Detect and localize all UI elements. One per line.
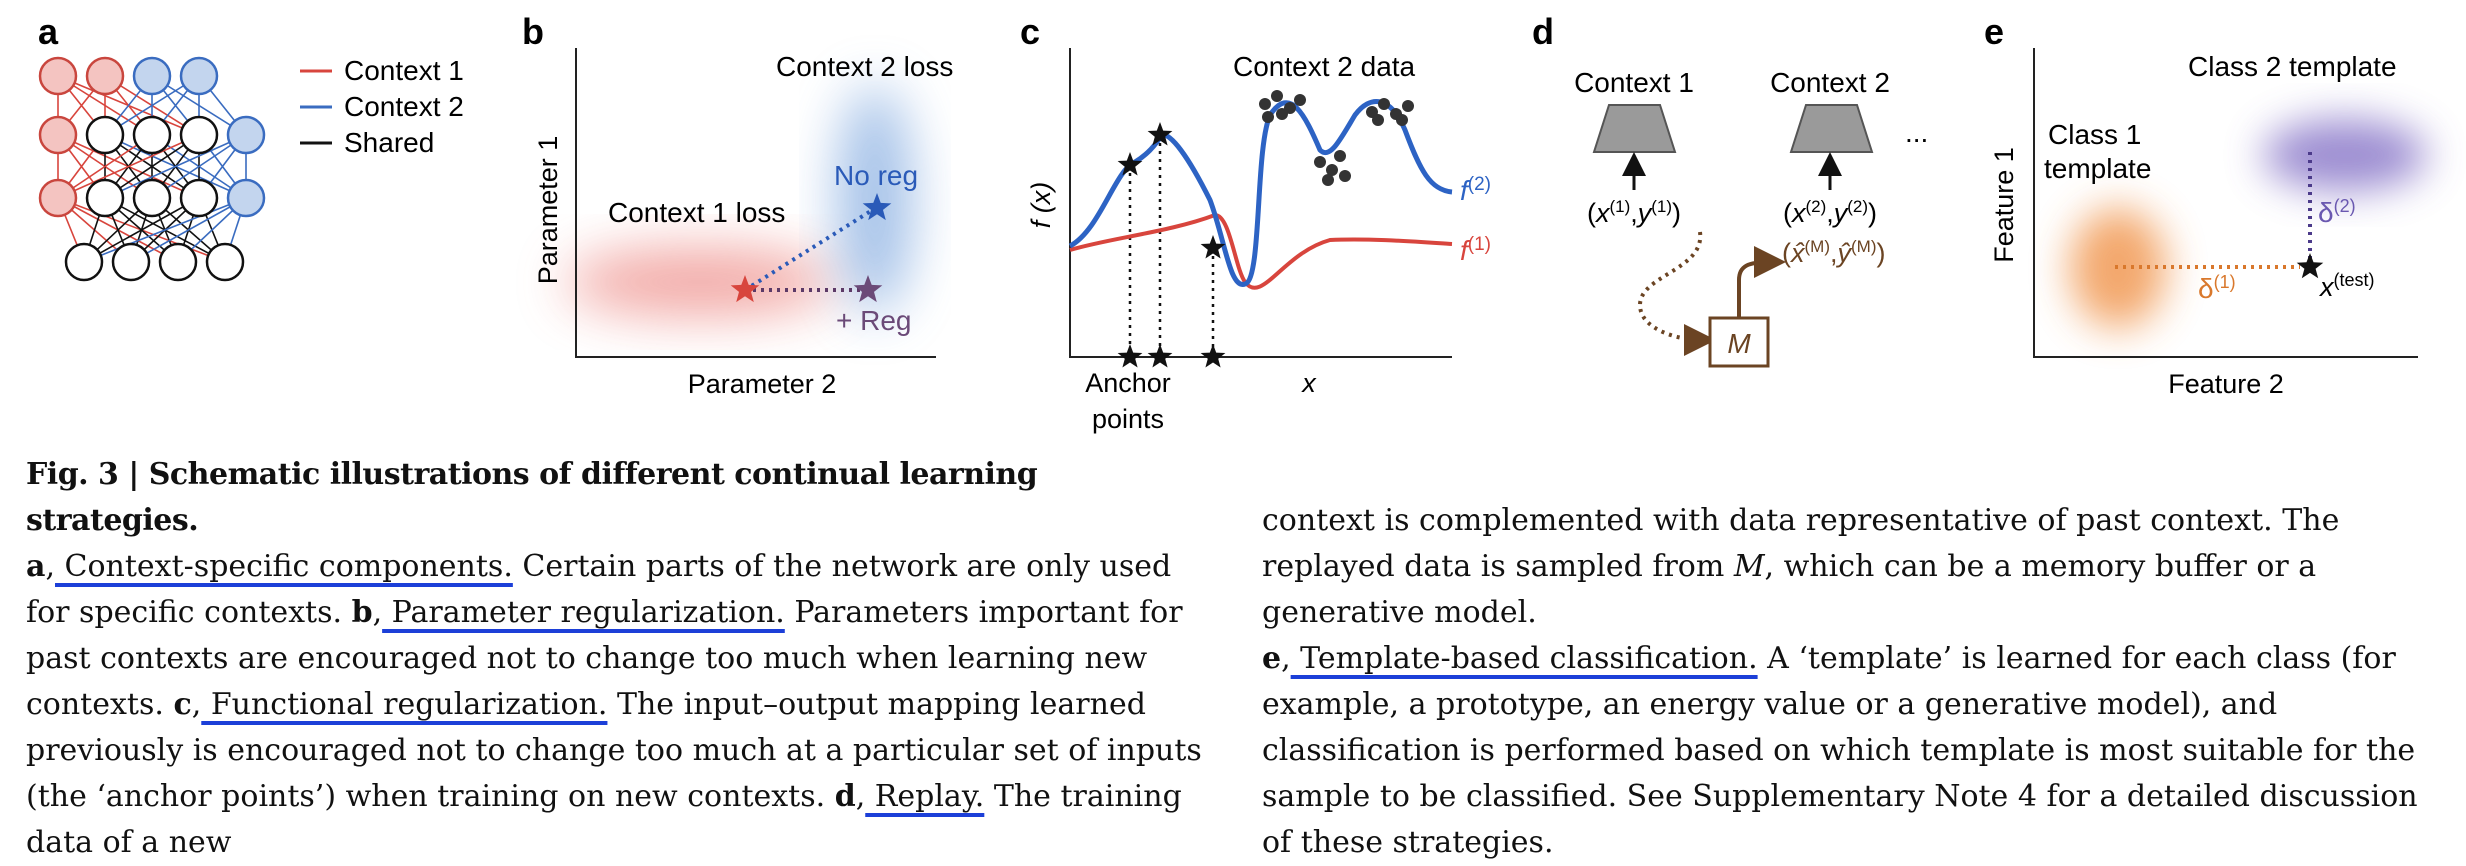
anchor-lines	[1128, 135, 1215, 357]
class-2-template-blob	[2263, 119, 2427, 191]
caption-e-letter: e	[1262, 641, 1282, 676]
context-2-data-points	[1259, 90, 1414, 186]
network-edges	[57, 75, 247, 263]
f2-label: f(2)	[1460, 174, 1491, 206]
panel-c-xlabel: x	[1300, 368, 1317, 398]
no-reg-star	[862, 193, 892, 221]
panel-c-letter: c	[1020, 11, 1040, 52]
panel-b-ylabel: Parameter 1	[533, 136, 563, 285]
delta-2-label: δ(2)	[2318, 196, 2356, 228]
panel-e-axes	[2033, 48, 2418, 358]
context-2-data: (x(2),y(2))	[1783, 197, 1877, 228]
f1-label: f(1)	[1460, 234, 1491, 266]
caption-d-heading: Replay.	[865, 779, 985, 814]
more-contexts-ellipsis: ...	[1905, 117, 1928, 148]
panel-c-ylabel: f (x)	[1026, 182, 1056, 229]
caption-b-letter: b	[351, 595, 373, 630]
class-1-label-line1: Class 1	[2048, 119, 2141, 150]
network-legend: Context 1 Context 2 Shared	[300, 55, 464, 158]
no-reg-path	[743, 207, 876, 292]
test-sample-label: x(test)	[2318, 270, 2375, 302]
model-2-icon	[1789, 104, 1874, 153]
anchor-label-2: points	[1092, 404, 1164, 434]
caption-a-text: Certain parts of the network are only us…	[26, 549, 1172, 630]
caption-e-heading: Template-based classification.	[1290, 641, 1758, 676]
panel-b-xlabel: Parameter 2	[688, 369, 837, 399]
context-1-loss-blob	[565, 248, 835, 316]
network-nodes	[38, 56, 266, 282]
caption-b-heading: Parameter regularization.	[382, 595, 785, 630]
context-1-label: Context 1	[1574, 67, 1694, 98]
panel-d-letter: d	[1532, 11, 1554, 52]
memory-label: M	[1727, 328, 1751, 359]
panel-e-letter: e	[1984, 11, 2004, 52]
caption-d-text-cont-2: , which can be a memory buffer or a gene…	[1262, 549, 2317, 630]
anchor-label-1: Anchor	[1085, 368, 1171, 398]
caption-a-heading: Context-specific components.	[55, 549, 513, 584]
caption-a-letter: a	[26, 549, 46, 584]
panel-a-letter: a	[38, 11, 59, 52]
context-1-data: (x(1),y(1))	[1587, 197, 1681, 228]
test-sample-star	[2296, 253, 2324, 279]
panel-a: a Context 1 Context 2 Shared	[38, 11, 464, 282]
replayed-data: (x̂(M),ŷ(M))	[1782, 237, 1885, 268]
caption-c-letter: c	[173, 687, 192, 722]
caption-b-text: Parameters important for past contexts a…	[26, 595, 1183, 722]
class-1-label-line2: template	[2044, 153, 2151, 184]
store-to-memory-arrow	[1637, 231, 1716, 356]
panel-e-xlabel: Feature 2	[2168, 369, 2284, 399]
class-2-label: Class 2 template	[2188, 51, 2397, 82]
start-star	[730, 275, 760, 303]
panel-e: e Feature 1 Feature 2 Class 2 template C…	[1984, 11, 2427, 399]
caption-d-letter: d	[834, 779, 856, 814]
legend-shared: Shared	[344, 127, 434, 158]
no-reg-label: No reg	[834, 160, 918, 191]
model-1-icon	[1592, 104, 1677, 153]
legend-context-2: Context 2	[344, 91, 464, 122]
f2-curve	[1068, 99, 1453, 287]
replay-arrow	[1737, 246, 1786, 318]
panel-b-axes	[575, 48, 936, 358]
figure-title: Fig. 3 | Schematic illustrations of diff…	[26, 457, 1038, 538]
caption-right-column: context is complemented with data repres…	[1262, 503, 2418, 860]
f1-curve	[1069, 212, 1453, 290]
anchor-stars	[1117, 122, 1226, 368]
context-2-loss-label: Context 2 loss	[776, 51, 953, 82]
panel-c: c f (x) x Context 2 data Anchor points f…	[1020, 11, 1491, 434]
context-2-data-label: Context 2 data	[1233, 51, 1416, 82]
caption-d-text-cont-1: context is complemented with data repres…	[1262, 503, 2340, 584]
reg-star	[853, 275, 883, 303]
reg-label: + Reg	[836, 305, 912, 336]
panel-b: b Parameter 1 Parameter 2 Context 2 loss…	[522, 11, 953, 399]
figure-3: a Context 1 Context 2 Shared b Parameter…	[38, 11, 2427, 434]
delta-1-label: δ(1)	[2198, 272, 2236, 304]
panel-d: d Context 1 Context 2 ... (x(1),y(1)) (x…	[1532, 11, 1928, 368]
caption-c-heading: Functional regularization.	[201, 687, 608, 722]
context-2-label: Context 2	[1770, 67, 1890, 98]
panel-b-letter: b	[522, 11, 544, 52]
caption-left-column: Fig. 3 | Schematic illustrations of diff…	[26, 457, 1202, 860]
caption-d-memory: M	[1733, 549, 1765, 584]
context-1-loss-label: Context 1 loss	[608, 197, 785, 228]
panel-c-axes	[1069, 48, 1452, 358]
legend-context-1: Context 1	[344, 55, 464, 86]
panel-e-ylabel: Feature 1	[1989, 147, 2019, 263]
